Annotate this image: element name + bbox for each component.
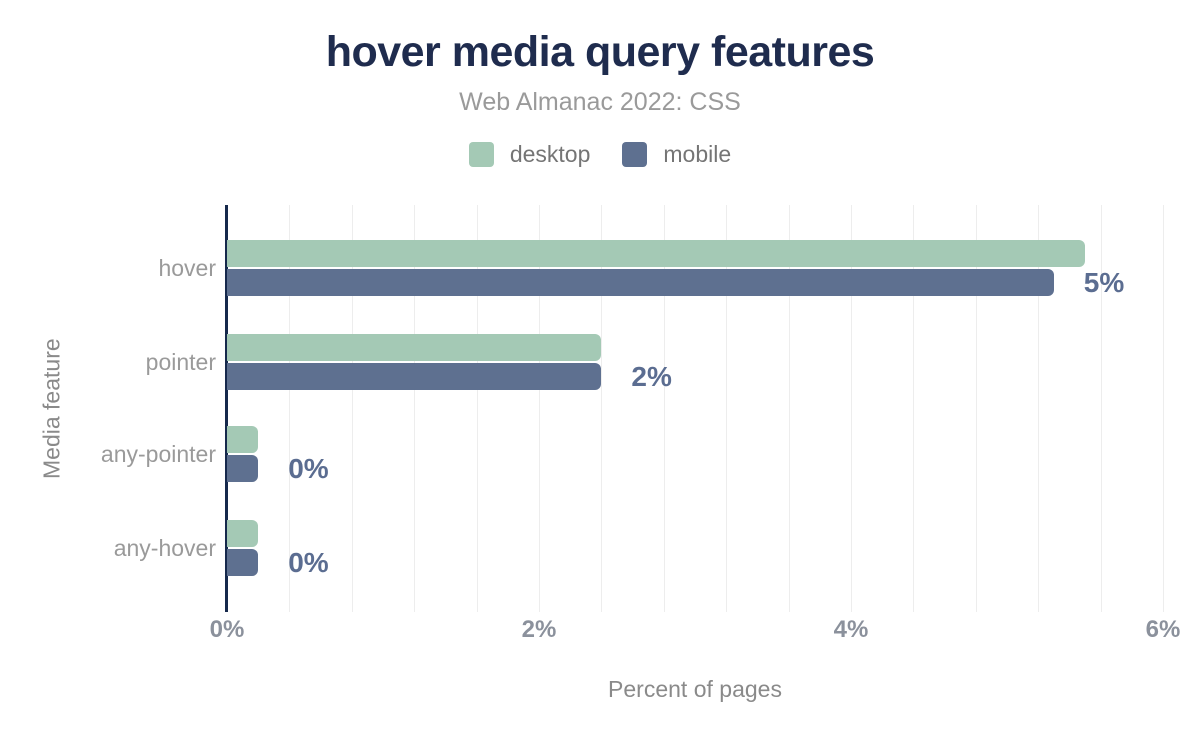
gridline: [975, 205, 977, 612]
x-tick-3: 6%: [1145, 616, 1181, 643]
legend: desktop mobile: [0, 141, 1200, 168]
bar-mobile-hover: [227, 269, 1054, 296]
gridline: [788, 205, 790, 612]
gridline: [289, 205, 291, 612]
category-label-hover: hover: [158, 255, 216, 281]
value-label-any-hover: 0%: [288, 546, 329, 578]
chart-title: hover media query features: [325, 28, 875, 76]
bar-mobile-pointer: [227, 363, 602, 390]
x-axis-title: Percent of pages: [608, 676, 782, 702]
bar-mobile-any-pointer: [227, 454, 259, 482]
x-tick-2: 4%: [833, 616, 869, 643]
category-label-any-hover: any-hover: [113, 534, 216, 561]
gridline: [351, 205, 353, 612]
plot-area: hover 5% pointer 2% any-pointer 0% any-hover 0%: [101, 205, 1164, 612]
x-axis-ticks: 0% 2% 4% 6%: [210, 616, 1181, 646]
legend-item-mobile: mobile: [622, 141, 731, 168]
gridline: [414, 205, 416, 612]
x-tick-0: 0%: [209, 616, 245, 643]
value-label-hover: 5%: [1083, 267, 1125, 298]
legend-label-desktop: desktop: [509, 141, 591, 167]
gridline: [601, 205, 603, 612]
bar-desktop-any-hover: [227, 519, 259, 547]
gridline: [476, 205, 478, 612]
bar-desktop-any-pointer: [227, 425, 259, 453]
gridline: [1038, 205, 1040, 612]
gridline: [538, 205, 540, 612]
value-label-pointer: 2%: [631, 361, 672, 392]
legend-label-mobile: mobile: [663, 141, 732, 167]
value-label-any-pointer: 0%: [288, 452, 329, 484]
gridline: [913, 205, 915, 612]
gridline: [1100, 205, 1102, 612]
category-label-pointer: pointer: [145, 349, 216, 375]
bar-mobile-any-hover: [227, 548, 259, 576]
gridline: [663, 205, 665, 612]
bar-desktop-pointer: [227, 334, 602, 361]
legend-item-desktop: desktop: [468, 141, 591, 168]
bar-desktop-hover: [227, 240, 1085, 267]
legend-swatch-mobile: [622, 142, 648, 167]
legend-swatch-desktop: [468, 142, 494, 167]
gridline: [1163, 205, 1164, 612]
gridline: [850, 205, 852, 612]
gridline: [726, 205, 728, 612]
y-axis-line: [225, 205, 228, 612]
x-tick-1: 2%: [521, 616, 557, 643]
chart-subtitle: Web Almanac 2022: CSS: [459, 88, 741, 116]
category-label-any-pointer: any-pointer: [100, 440, 216, 467]
